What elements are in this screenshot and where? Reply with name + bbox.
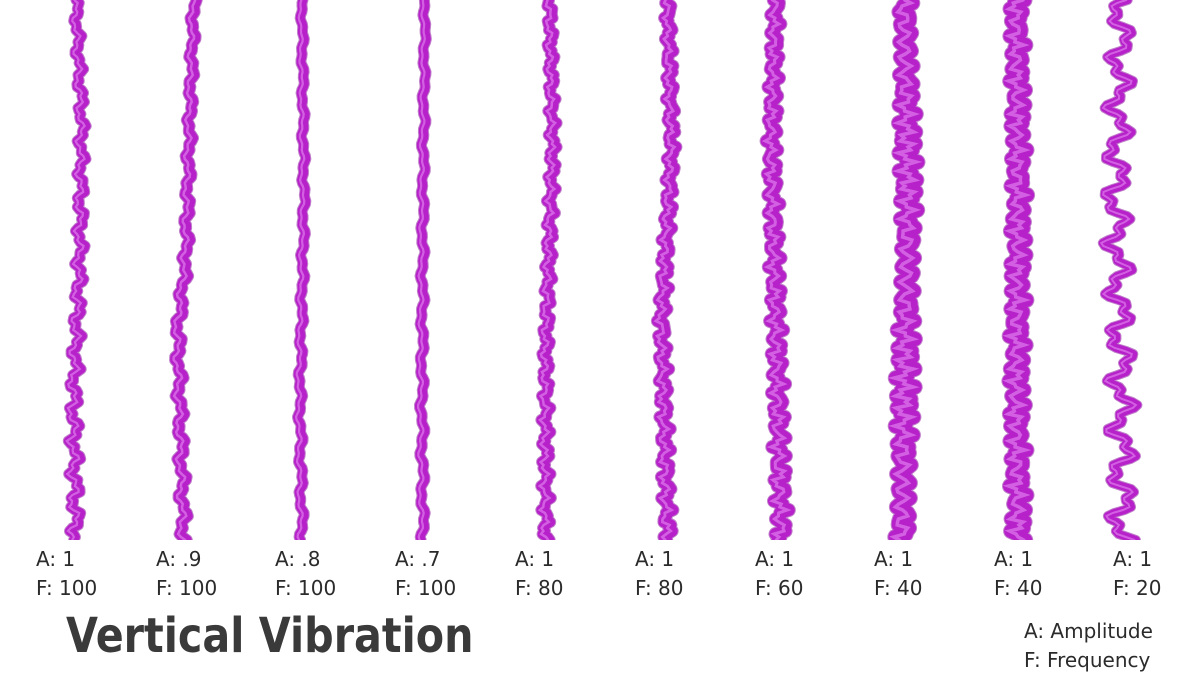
strand-4 [414, 0, 432, 540]
amplitude-value: A: 1 [994, 547, 1034, 571]
legend-frequency: F: Frequency [1024, 648, 1151, 672]
frequency-value: F: 20 [1113, 576, 1162, 600]
strand-label: A: 1 F: 80 [515, 545, 625, 603]
amplitude-value: A: 1 [635, 547, 675, 571]
legend-amplitude: A: Amplitude [1024, 619, 1153, 643]
frequency-value: F: 40 [994, 576, 1043, 600]
strand-2 [169, 0, 203, 540]
extruded-strands-photo [62, 0, 1143, 540]
amplitude-value: A: .8 [275, 547, 321, 571]
frequency-value: F: 80 [515, 576, 564, 600]
frequency-value: F: 100 [395, 576, 457, 600]
strand-7 [759, 0, 796, 540]
amplitude-value: A: 1 [874, 547, 914, 571]
frequency-value: F: 100 [156, 576, 218, 600]
amplitude-value: A: 1 [515, 547, 555, 571]
amplitude-value: A: .7 [395, 547, 441, 571]
strand-label: A: 1 F: 100 [36, 545, 146, 603]
amplitude-value: A: 1 [36, 547, 76, 571]
amplitude-value: A: 1 [1113, 547, 1153, 571]
strand-label: A: .7 F: 100 [395, 545, 505, 603]
legend: A: Amplitude F: Frequency [1024, 617, 1153, 675]
strand-label: A: 1 F: 40 [994, 545, 1104, 603]
strand-1 [62, 0, 92, 540]
strand-label: A: .9 F: 100 [156, 545, 266, 603]
amplitude-value: A: 1 [755, 547, 795, 571]
page-title: Vertical Vibration [66, 608, 474, 664]
strand-label: A: 1 F: 40 [874, 545, 984, 603]
frequency-value: F: 40 [874, 576, 923, 600]
strand-10 [1097, 0, 1143, 540]
strand-8 [887, 0, 926, 540]
strand-label: A: 1 F: 20 [1113, 545, 1200, 603]
frequency-value: F: 80 [635, 576, 684, 600]
strand-label: A: 1 F: 60 [755, 545, 865, 603]
strand-5 [535, 0, 563, 540]
strand-3 [292, 0, 312, 540]
amplitude-value: A: .9 [156, 547, 202, 571]
frequency-value: F: 100 [275, 576, 337, 600]
strand-6 [650, 0, 683, 540]
frequency-value: F: 60 [755, 576, 804, 600]
frequency-value: F: 100 [36, 576, 98, 600]
strand-label: A: .8 F: 100 [275, 545, 385, 603]
strand-label: A: 1 F: 80 [635, 545, 745, 603]
strand-9 [1001, 0, 1036, 540]
